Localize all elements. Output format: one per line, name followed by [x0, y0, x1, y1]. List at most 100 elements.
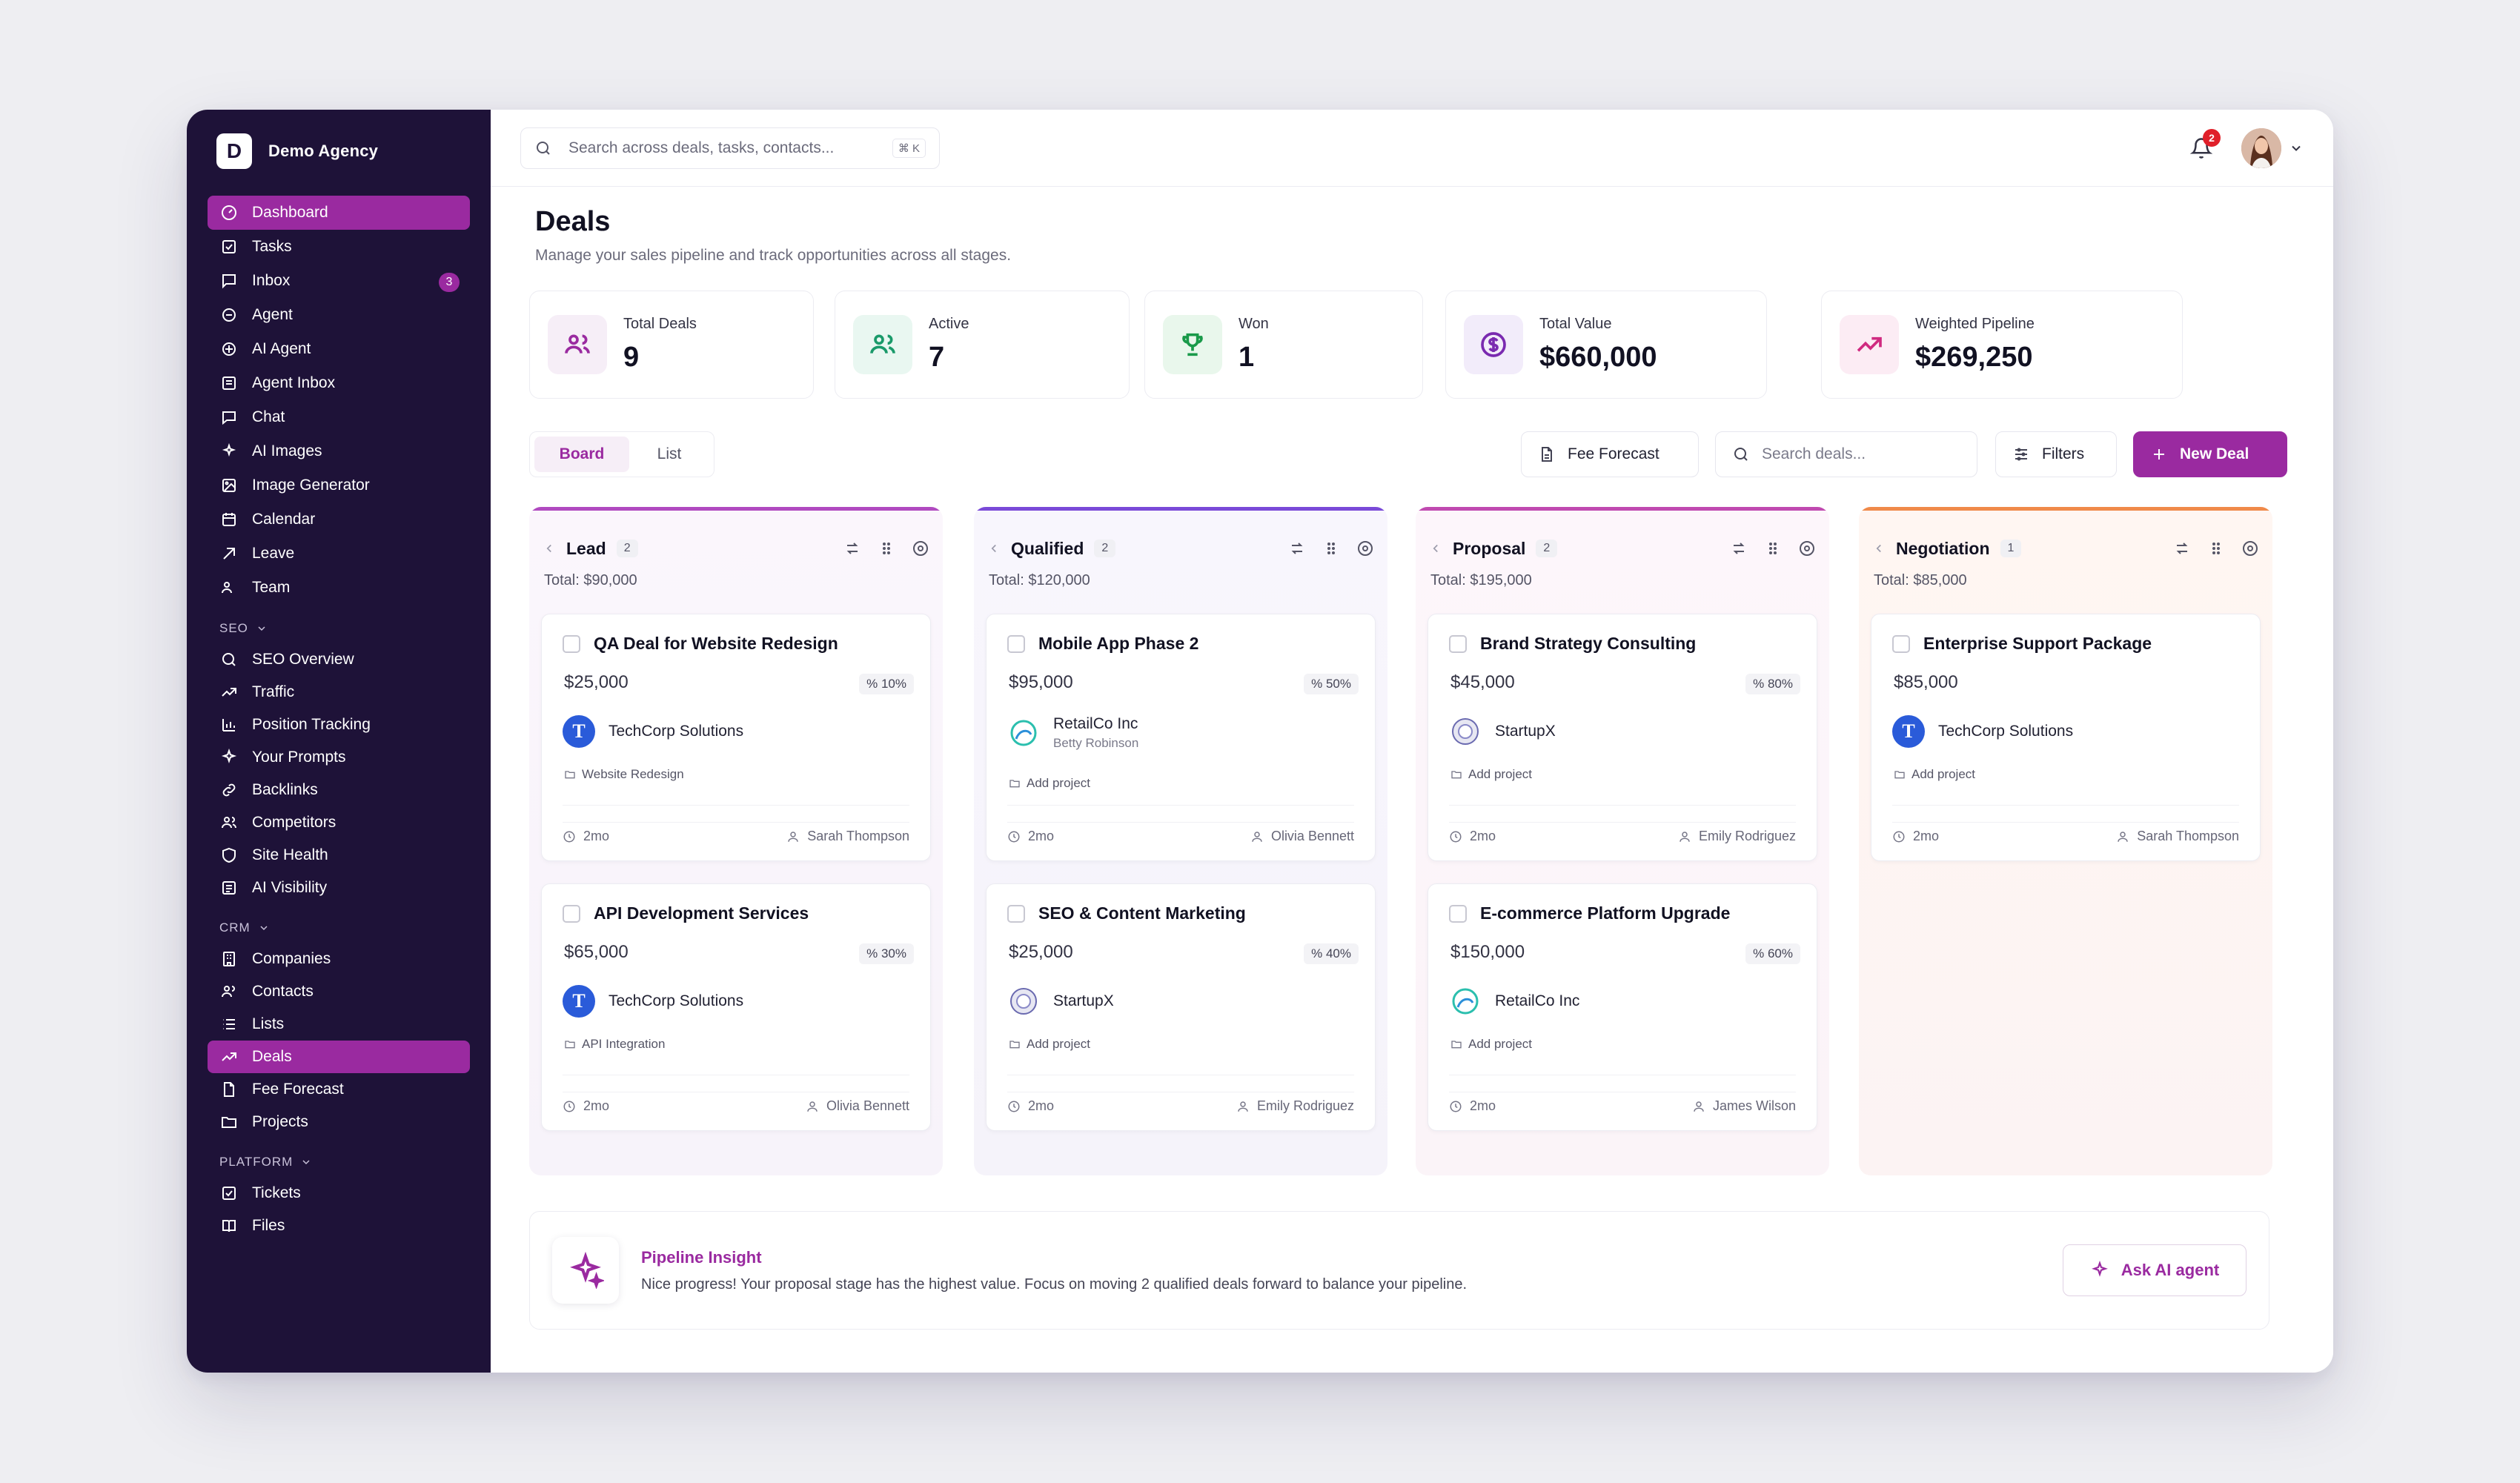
add-circle-icon[interactable]	[1356, 540, 1374, 557]
agent-inbox-icon	[219, 374, 239, 393]
brand[interactable]: D Demo Agency	[208, 130, 470, 172]
sidebar-section-seo[interactable]: SEO	[208, 614, 470, 643]
project-tag[interactable]: Add project	[1009, 776, 1090, 791]
deal-checkbox[interactable]	[1007, 634, 1025, 653]
drag-handle-icon[interactable]	[2207, 540, 2225, 557]
project-tag[interactable]: Add project	[1894, 767, 1975, 782]
sidebar-item-leave[interactable]: Leave	[208, 537, 470, 571]
sidebar-item-competitors[interactable]: Competitors	[208, 806, 470, 839]
deal-checkbox[interactable]	[1892, 634, 1910, 653]
add-circle-icon[interactable]	[1798, 540, 1816, 557]
swap-icon[interactable]	[1730, 540, 1748, 557]
sidebar-item-site-health[interactable]: Site Health	[208, 839, 470, 872]
deal-company[interactable]: T TechCorp Solutions	[563, 985, 743, 1018]
deal-card[interactable]: API Development Services $65,000 % 30% T Tec…	[541, 883, 931, 1131]
stat-value: 7	[929, 342, 945, 373]
deal-company[interactable]: RetailCo Inc Betty Robinson	[1007, 715, 1138, 751]
deal-card[interactable]: E-commerce Platform Upgrade $150,000 % 60%…	[1428, 883, 1817, 1131]
deal-company[interactable]: StartupX	[1449, 715, 1556, 748]
add-circle-icon[interactable]	[2241, 540, 2259, 557]
ask-ai-agent-button[interactable]: Ask AI agent	[2063, 1244, 2247, 1296]
sidebar-item-companies[interactable]: Companies	[208, 943, 470, 975]
fee-forecast-button[interactable]: Fee Forecast	[1521, 431, 1699, 477]
sidebar-item-your-prompts[interactable]: Your Prompts	[208, 741, 470, 774]
deal-checkbox[interactable]	[1449, 904, 1467, 923]
sidebar-item-projects[interactable]: Projects	[208, 1106, 470, 1138]
project-tag[interactable]: Add project	[1009, 1037, 1090, 1052]
drag-handle-icon[interactable]	[1764, 540, 1782, 557]
tab-list[interactable]: List	[657, 445, 682, 462]
notifications-button[interactable]: 2	[2186, 128, 2221, 163]
sidebar-item-ai-images[interactable]: AI Images	[208, 434, 470, 468]
card-divider	[1007, 805, 1354, 806]
global-search-input[interactable]: Search across deals, tasks, contacts...	[568, 139, 835, 156]
sidebar-section-platform[interactable]: PLATFORM	[208, 1147, 470, 1177]
tab-board[interactable]: Board	[534, 437, 629, 472]
sidebar-item-ai-visibility[interactable]: AI Visibility	[208, 872, 470, 904]
user-menu[interactable]	[2241, 127, 2304, 168]
project-name: Add project	[1911, 767, 1975, 781]
ticket-icon	[222, 1187, 236, 1200]
deal-company[interactable]: T TechCorp Solutions	[563, 715, 743, 748]
contacts-icon	[219, 982, 239, 1001]
sidebar-item-team[interactable]: Team	[208, 571, 470, 605]
ticket-icon	[219, 1184, 239, 1203]
deal-card[interactable]: SEO & Content Marketing $25,000 % 40% Start…	[986, 883, 1376, 1131]
sidebar-item-agent[interactable]: Agent	[208, 298, 470, 332]
swap-icon[interactable]	[843, 540, 861, 557]
sidebar-item-fee-forecast[interactable]: Fee Forecast	[208, 1073, 470, 1106]
sidebar-item-files[interactable]: Files	[208, 1210, 470, 1242]
deal-card[interactable]: QA Deal for Website Redesign $25,000 % 10%…	[541, 614, 931, 861]
sidebar-item-position-tracking[interactable]: Position Tracking	[208, 709, 470, 741]
search-icon	[222, 653, 236, 666]
deal-age: 2mo	[1028, 829, 1055, 843]
deal-card[interactable]: Mobile App Phase 2 $95,000 % 50% RetailCo I…	[986, 614, 1376, 861]
sidebar-item-deals[interactable]: Deals	[208, 1041, 470, 1073]
sidebar-item-backlinks[interactable]: Backlinks	[208, 774, 470, 806]
deal-card[interactable]: Enterprise Support Package $85,000 T TechCo…	[1871, 614, 2261, 861]
project-tag[interactable]: API Integration	[564, 1037, 665, 1052]
user-icon	[2118, 831, 2128, 842]
project-tag[interactable]: Add project	[1450, 767, 1532, 782]
sidebar-section-crm[interactable]: CRM	[208, 913, 470, 943]
sidebar-item-image-generator[interactable]: Image Generator	[208, 468, 470, 502]
swap-icon[interactable]	[1288, 540, 1306, 557]
filters-button[interactable]: Filters	[1995, 431, 2117, 477]
sidebar-item-agent-inbox[interactable]: Agent Inbox	[208, 366, 470, 400]
sidebar-item-inbox[interactable]: Inbox 3	[208, 264, 470, 298]
sidebar-item-ai-agent[interactable]: AI Agent	[208, 332, 470, 366]
new-deal-button[interactable]: New Deal	[2133, 431, 2287, 477]
deal-card[interactable]: Brand Strategy Consulting $45,000 % 80% Sta…	[1428, 614, 1817, 861]
drag-handle-icon[interactable]	[878, 540, 895, 557]
sidebar-item-calendar[interactable]: Calendar	[208, 502, 470, 537]
sidebar-item-tickets[interactable]: Tickets	[208, 1177, 470, 1210]
project-name: Website Redesign	[582, 767, 684, 781]
brand-logo: D	[216, 133, 252, 169]
sidebar-item-tasks[interactable]: Tasks	[208, 230, 470, 264]
company-name: TechCorp Solutions	[609, 723, 744, 740]
deal-company[interactable]: StartupX	[1007, 985, 1114, 1018]
sidebar-item-dashboard[interactable]: Dashboard	[208, 196, 470, 230]
add-circle-icon[interactable]	[912, 540, 929, 557]
project-tag[interactable]: Website Redesign	[564, 767, 684, 782]
deal-value: $150,000	[1450, 942, 1525, 962]
deal-checkbox[interactable]	[563, 634, 580, 653]
deal-checkbox[interactable]	[563, 904, 580, 923]
global-search[interactable]: Search across deals, tasks, contacts... …	[520, 127, 940, 169]
avatar	[2241, 127, 2281, 168]
swap-icon[interactable]	[2173, 540, 2191, 557]
deal-checkbox[interactable]	[1449, 634, 1467, 653]
deal-checkbox[interactable]	[1007, 904, 1025, 923]
probability-badge: % 50%	[1304, 674, 1359, 694]
sidebar-item-contacts[interactable]: Contacts	[208, 975, 470, 1008]
drag-handle-icon[interactable]	[1322, 540, 1340, 557]
ai-agent-icon	[219, 339, 239, 359]
sidebar-item-chat[interactable]: Chat	[208, 400, 470, 434]
sidebar-item-lists[interactable]: Lists	[208, 1008, 470, 1041]
sidebar-item-seo-overview[interactable]: SEO Overview	[208, 643, 470, 676]
deals-search-input[interactable]: Search deals...	[1715, 431, 1977, 477]
deal-company[interactable]: RetailCo Inc	[1449, 985, 1579, 1018]
sidebar-item-traffic[interactable]: Traffic	[208, 676, 470, 709]
project-tag[interactable]: Add project	[1450, 1037, 1532, 1052]
deal-company[interactable]: T TechCorp Solutions	[1892, 715, 2073, 748]
